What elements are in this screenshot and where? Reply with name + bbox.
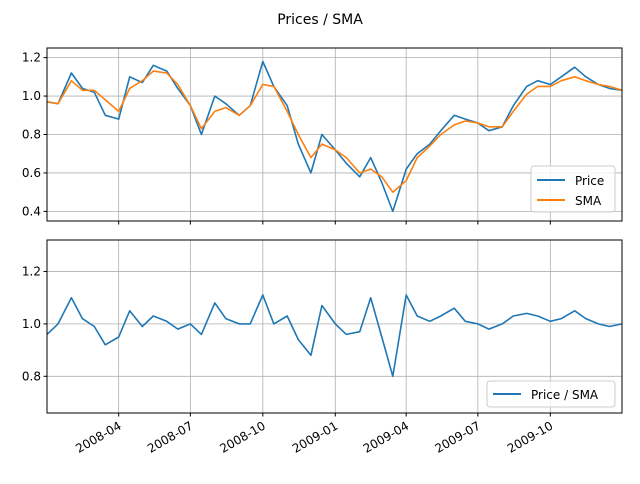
figure-title: Prices / SMA: [277, 12, 363, 28]
legend-top: Price SMA: [530, 165, 616, 213]
y-tick-label: 1.2: [22, 51, 41, 65]
y-tick-label: 0.4: [22, 204, 41, 218]
y-tick-label: 1.0: [22, 317, 41, 331]
y-tick-label: 0.8: [22, 128, 41, 142]
y-tick-label: 0.8: [22, 369, 41, 383]
legend-label-price: Price: [575, 174, 604, 188]
y-tick-label: 1.0: [22, 89, 41, 103]
top-axes: 0.4 0.6 0.8 1.0 1.2 Price SMA: [22, 47, 623, 225]
legend-label-ratio: Price / SMA: [531, 388, 599, 402]
series-line-sma: [46, 70, 623, 193]
y-tick-label: 1.2: [22, 264, 41, 278]
series-line-price-sma: [46, 294, 623, 378]
y-tick-label: 0.6: [22, 166, 41, 180]
legend-label-sma: SMA: [575, 194, 602, 208]
legend-bottom: Price / SMA: [486, 380, 616, 408]
